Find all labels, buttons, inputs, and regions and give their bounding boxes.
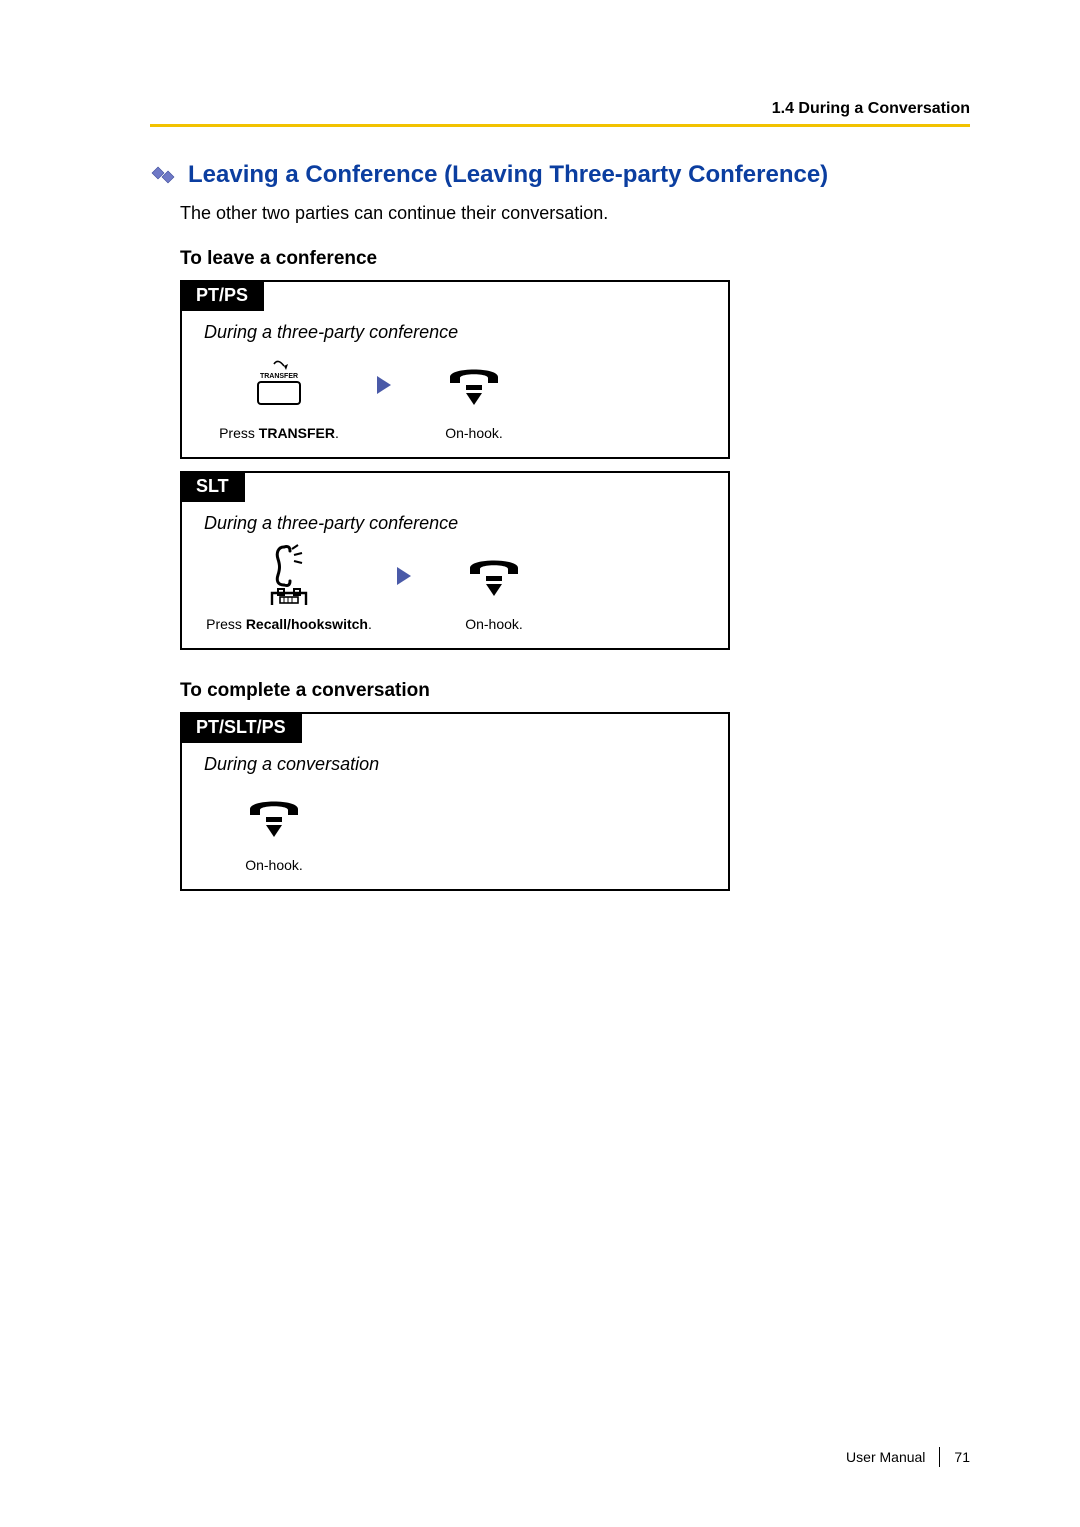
hookswitch-icon: [254, 544, 324, 608]
caption-press-transfer: Press TRANSFER.: [219, 425, 339, 441]
procedure-box-ptsltps: PT/SLT/PS During a conversation On-hook.: [180, 712, 730, 891]
page-title: Leaving a Conference (Leaving Three-part…: [188, 161, 828, 189]
section-title-row: Leaving a Conference (Leaving Three-part…: [150, 161, 970, 189]
context-ptps: During a three-party conference: [204, 322, 716, 343]
procedure-tab-slt: SLT: [180, 471, 245, 502]
subheading-complete: To complete a conversation: [180, 680, 970, 702]
procedure-box-ptps: PT/PS During a three-party conference TR…: [180, 280, 730, 459]
procedure-tab-ptsltps: PT/SLT/PS: [180, 712, 302, 743]
caption-onhook-2: On-hook.: [465, 616, 523, 632]
caption-press-hookswitch: Press Recall/hookswitch.: [206, 616, 372, 632]
arrow-icon: [374, 353, 394, 417]
intro-text: The other two parties can continue their…: [180, 203, 970, 224]
transfer-key-icon: TRANSFER: [244, 353, 314, 417]
subheading-leave: To leave a conference: [180, 248, 970, 270]
footer-page-number: 71: [954, 1449, 970, 1465]
accent-rule: [150, 124, 970, 127]
footer-label: User Manual: [846, 1449, 925, 1465]
context-complete: During a conversation: [204, 754, 716, 775]
arrow-icon: [394, 544, 414, 608]
onhook-icon: [442, 353, 506, 417]
procedure-tab-ptps: PT/PS: [180, 280, 264, 311]
header-section-label: 1.4 During a Conversation: [150, 100, 970, 118]
context-slt: During a three-party conference: [204, 513, 716, 534]
page-footer: User Manual 71: [846, 1447, 970, 1467]
svg-text:TRANSFER: TRANSFER: [260, 373, 298, 380]
caption-onhook-3: On-hook.: [245, 857, 303, 873]
onhook-icon: [462, 544, 526, 608]
footer-divider: [939, 1447, 940, 1467]
caption-onhook-1: On-hook.: [445, 425, 503, 441]
procedure-box-slt: SLT During a three-party conference: [180, 471, 730, 650]
diamond-bullet-icon: [150, 163, 178, 187]
onhook-icon: [242, 785, 306, 849]
